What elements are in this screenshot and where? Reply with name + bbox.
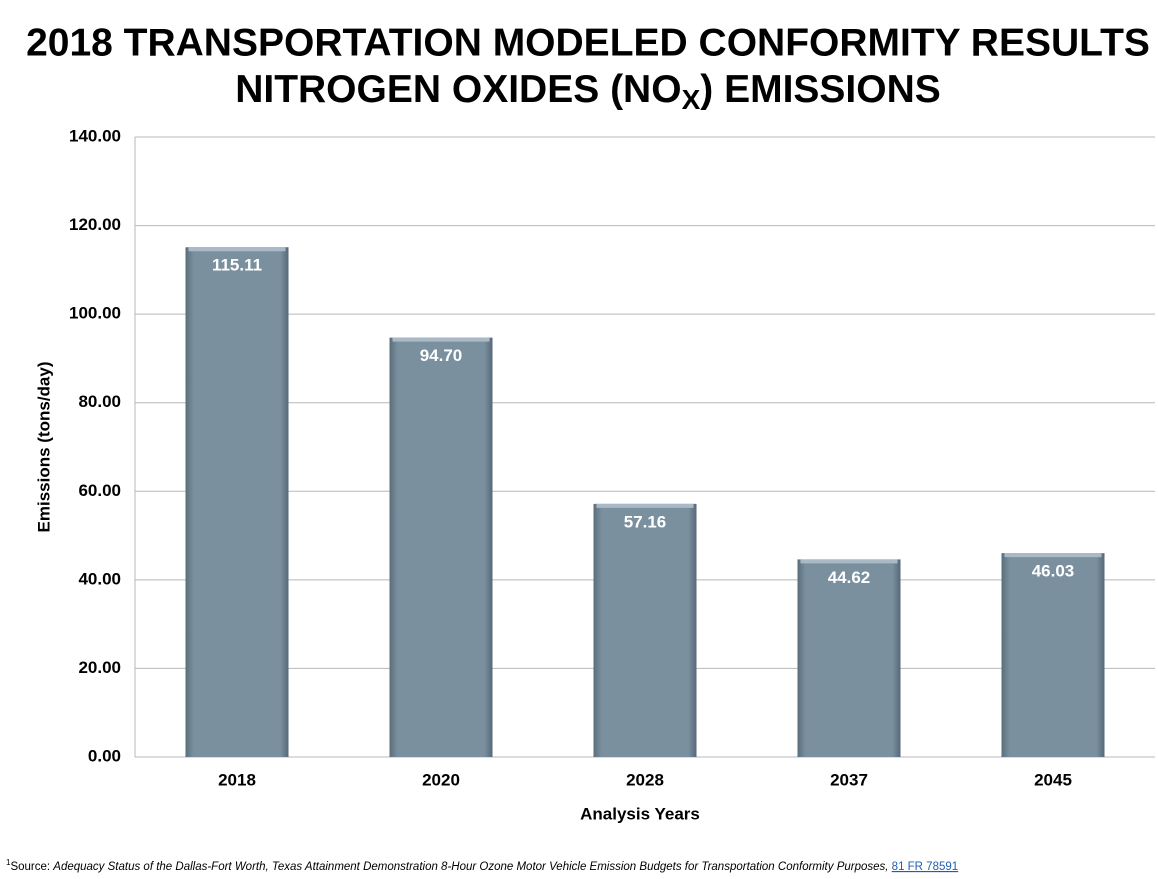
x-tick-label: 2037 (830, 770, 868, 789)
bar-bevel (188, 247, 286, 252)
x-tick-label: 2028 (626, 770, 664, 789)
footnote-text: Adequacy Status of the Dallas-Fort Worth… (52, 861, 888, 873)
value-label: 57.16 (624, 512, 667, 531)
chart-title: 2018 TRANSPORTATION MODELED CONFORMITY R… (26, 21, 1150, 64)
y-tick-label: 60.00 (78, 481, 121, 500)
x-axis-label: Analysis Years (580, 804, 700, 823)
subtitle-text: ) EMISSIONS (700, 68, 941, 111)
value-label: 94.70 (420, 346, 463, 365)
footnote-prefix: Source: (10, 861, 53, 873)
bar (389, 337, 493, 757)
value-label: 46.03 (1032, 562, 1075, 581)
bar (1001, 553, 1105, 757)
bar (797, 559, 901, 757)
bar-bevel (392, 337, 490, 342)
y-tick-label: 140.00 (69, 126, 121, 145)
bar-bevel (1004, 553, 1102, 558)
subtitle-text: NITROGEN OXIDES (NO (235, 68, 681, 111)
bar (593, 503, 697, 757)
y-tick-label: 80.00 (78, 392, 121, 411)
footnote: 1Source: Adequacy Status of the Dallas-F… (6, 858, 958, 873)
x-tick-label: 2020 (422, 770, 460, 789)
bar-bevel (596, 503, 694, 508)
y-tick-label: 0.00 (88, 746, 121, 765)
y-axis-label: Emissions (tons/day) (34, 362, 53, 533)
chart-subtitle: NITROGEN OXIDES (NOX) EMISSIONS (235, 68, 941, 115)
bar-bevel (800, 559, 898, 564)
value-label: 115.11 (212, 256, 262, 275)
y-tick-label: 40.00 (78, 569, 121, 588)
x-tick-label: 2018 (218, 770, 256, 789)
y-tick-label: 100.00 (69, 304, 121, 323)
x-tick-label: 2045 (1034, 770, 1072, 789)
bar (185, 247, 289, 757)
footnote-link[interactable]: 81 FR 78591 (892, 861, 959, 873)
subtitle-subscript: X (682, 84, 701, 115)
y-tick-label: 20.00 (78, 658, 121, 677)
footnote-marker: 1 (6, 858, 11, 867)
value-label: 44.62 (828, 568, 871, 587)
y-tick-label: 120.00 (69, 215, 121, 234)
